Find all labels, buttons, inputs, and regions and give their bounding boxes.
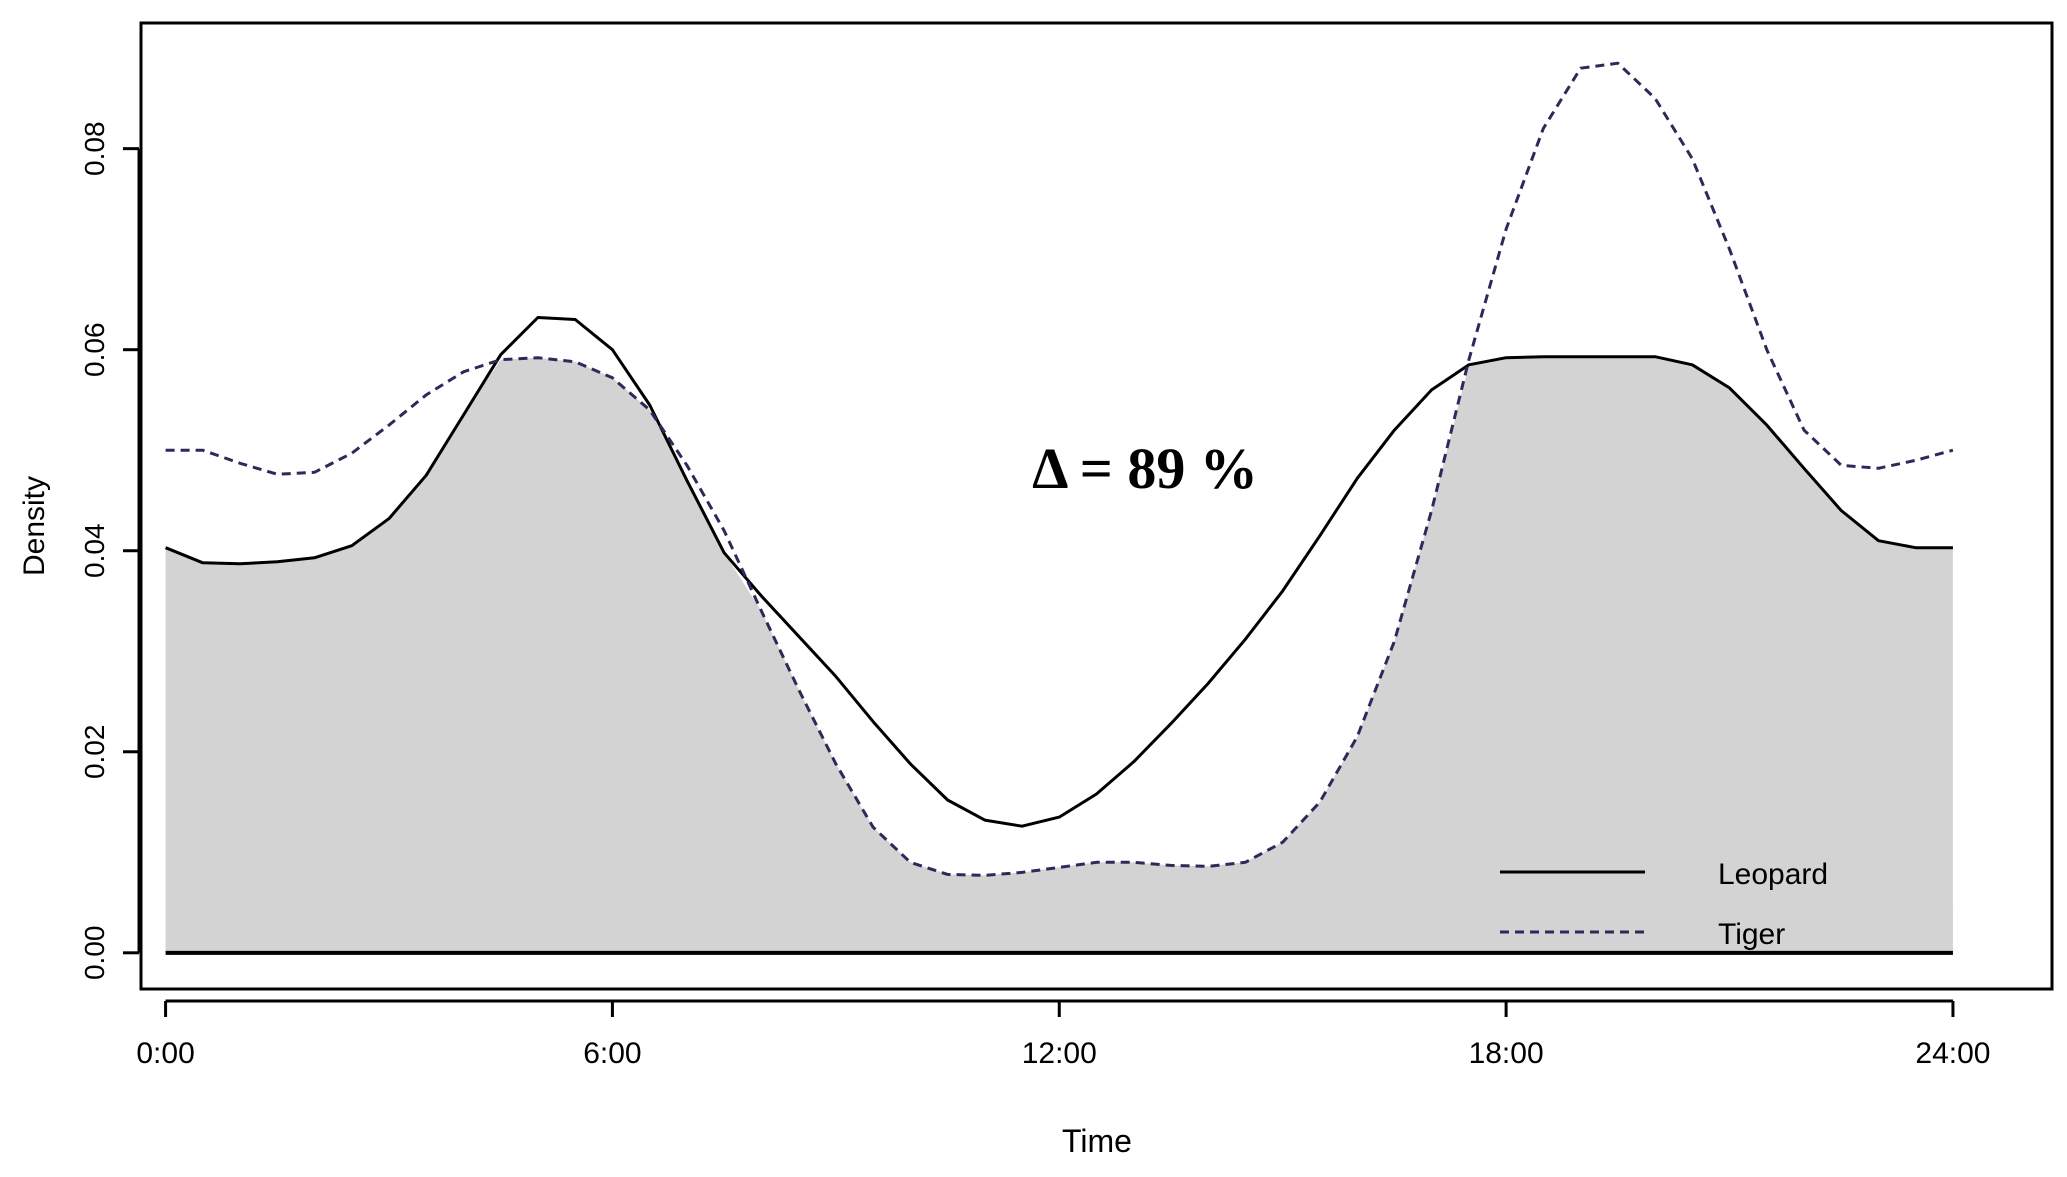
overlap-coefficient-annotation: Δ = 89 % xyxy=(1032,436,1258,501)
y-tick-label: 0.06 xyxy=(79,322,110,377)
legend-label-leopard: Leopard xyxy=(1718,858,1828,891)
legend-label-tiger: Tiger xyxy=(1718,918,1785,951)
series-lines-layer xyxy=(165,61,1954,955)
x-axis-title: Time xyxy=(1062,1123,1132,1159)
legend: Leopard Tiger xyxy=(1500,858,1828,951)
y-tick-label: 0.08 xyxy=(79,121,110,176)
series-line-leopard xyxy=(165,316,1953,828)
x-tick-label: 0:00 xyxy=(136,1037,194,1070)
y-tick-label: 0.02 xyxy=(79,725,110,780)
x-tick-label: 24:00 xyxy=(1915,1037,1990,1070)
plot-frame xyxy=(139,21,2054,991)
x-tick-label: 12:00 xyxy=(1022,1037,1097,1070)
overlap-area xyxy=(165,356,1953,953)
y-tick-label: 0.04 xyxy=(79,523,110,578)
y-tick-label: 0.00 xyxy=(79,926,110,981)
x-tick-label: 6:00 xyxy=(583,1037,641,1070)
y-axis-title: Density xyxy=(18,476,51,576)
overlap-area-layer xyxy=(165,356,1953,953)
x-tick-label: 18:00 xyxy=(1469,1037,1544,1070)
series-line-tiger xyxy=(165,61,1954,877)
axes-layer: 0:00 6:00 12:00 18:00 24:00 0.00 0.02 0.04 0.06 0… xyxy=(79,121,1990,1070)
